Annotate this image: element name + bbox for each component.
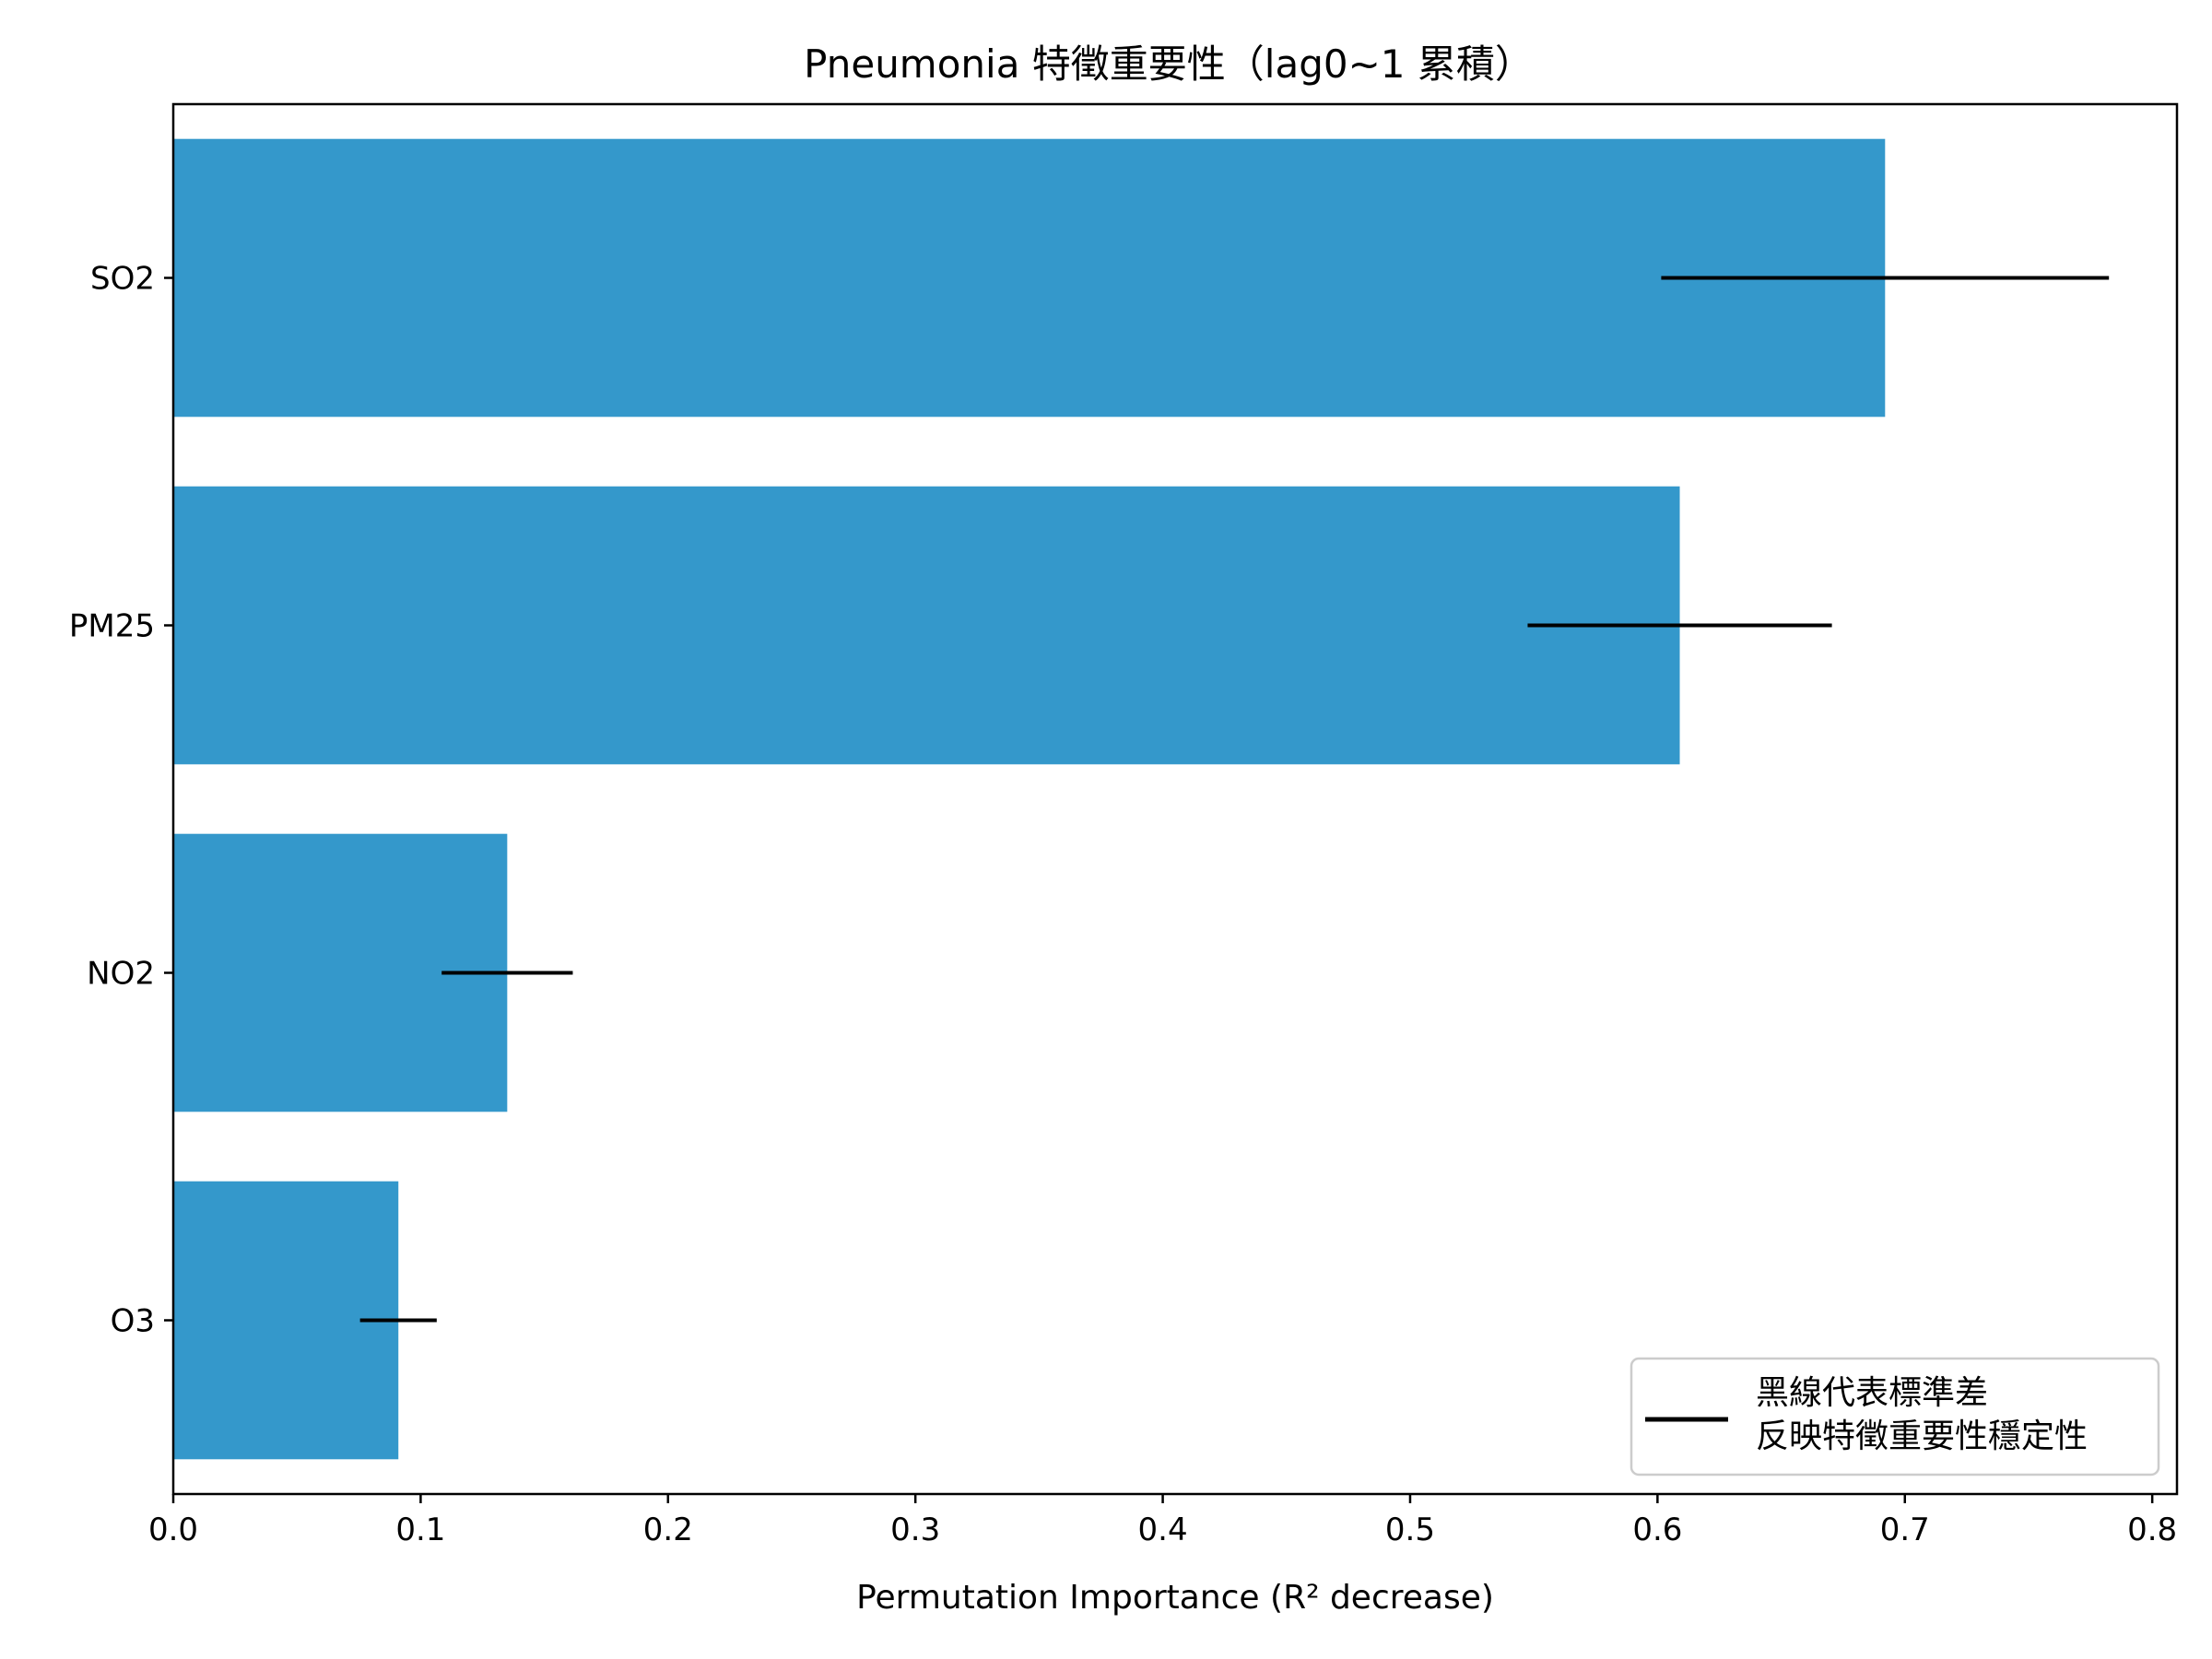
y-tick-label: SO2 [90,261,155,298]
y-tick-label: O3 [111,1303,155,1340]
bars-layer [173,138,1886,1460]
y-axis: SO2 PM25 NO2 O3 [69,261,173,1340]
legend: 黑線代表標準差 反映特徵重要性穩定性 [1630,1357,2160,1477]
x-axis: 0.0 0.1 0.2 0.3 0.4 0.5 0.6 0.7 0.8 [148,1494,2177,1548]
y-tick-label: PM25 [69,608,155,645]
x-tick-label: 0.1 [395,1512,445,1548]
bar-so2 [173,138,1886,418]
x-tick-label: 0.3 [890,1512,940,1548]
x-tick-label: 0.2 [643,1512,693,1548]
x-tick-label: 0.5 [1385,1512,1435,1548]
x-tick-label: 0.6 [1632,1512,1682,1548]
x-tick-label: 0.4 [1138,1512,1188,1548]
plot-frame [171,102,2179,1496]
x-tick-label: 0.0 [148,1512,198,1548]
errorbars-layer [359,276,2110,1323]
bar-pm25 [173,486,1680,765]
y-tick-label: NO2 [87,956,155,993]
x-axis-label: Permutation Importance (R² decrease) [856,1579,1494,1617]
legend-label-line2: 反映特徵重要性穩定性 [1756,1418,2088,1455]
legend-box [1630,1357,2160,1477]
x-tick-label: 0.8 [2127,1512,2177,1548]
x-tick-label: 0.7 [1880,1512,1930,1548]
chart-title: Pneumonia 特徵重要性（lag0~1 累積） [804,41,1534,87]
legend-label-line1: 黑線代表標準差 [1756,1374,1988,1412]
